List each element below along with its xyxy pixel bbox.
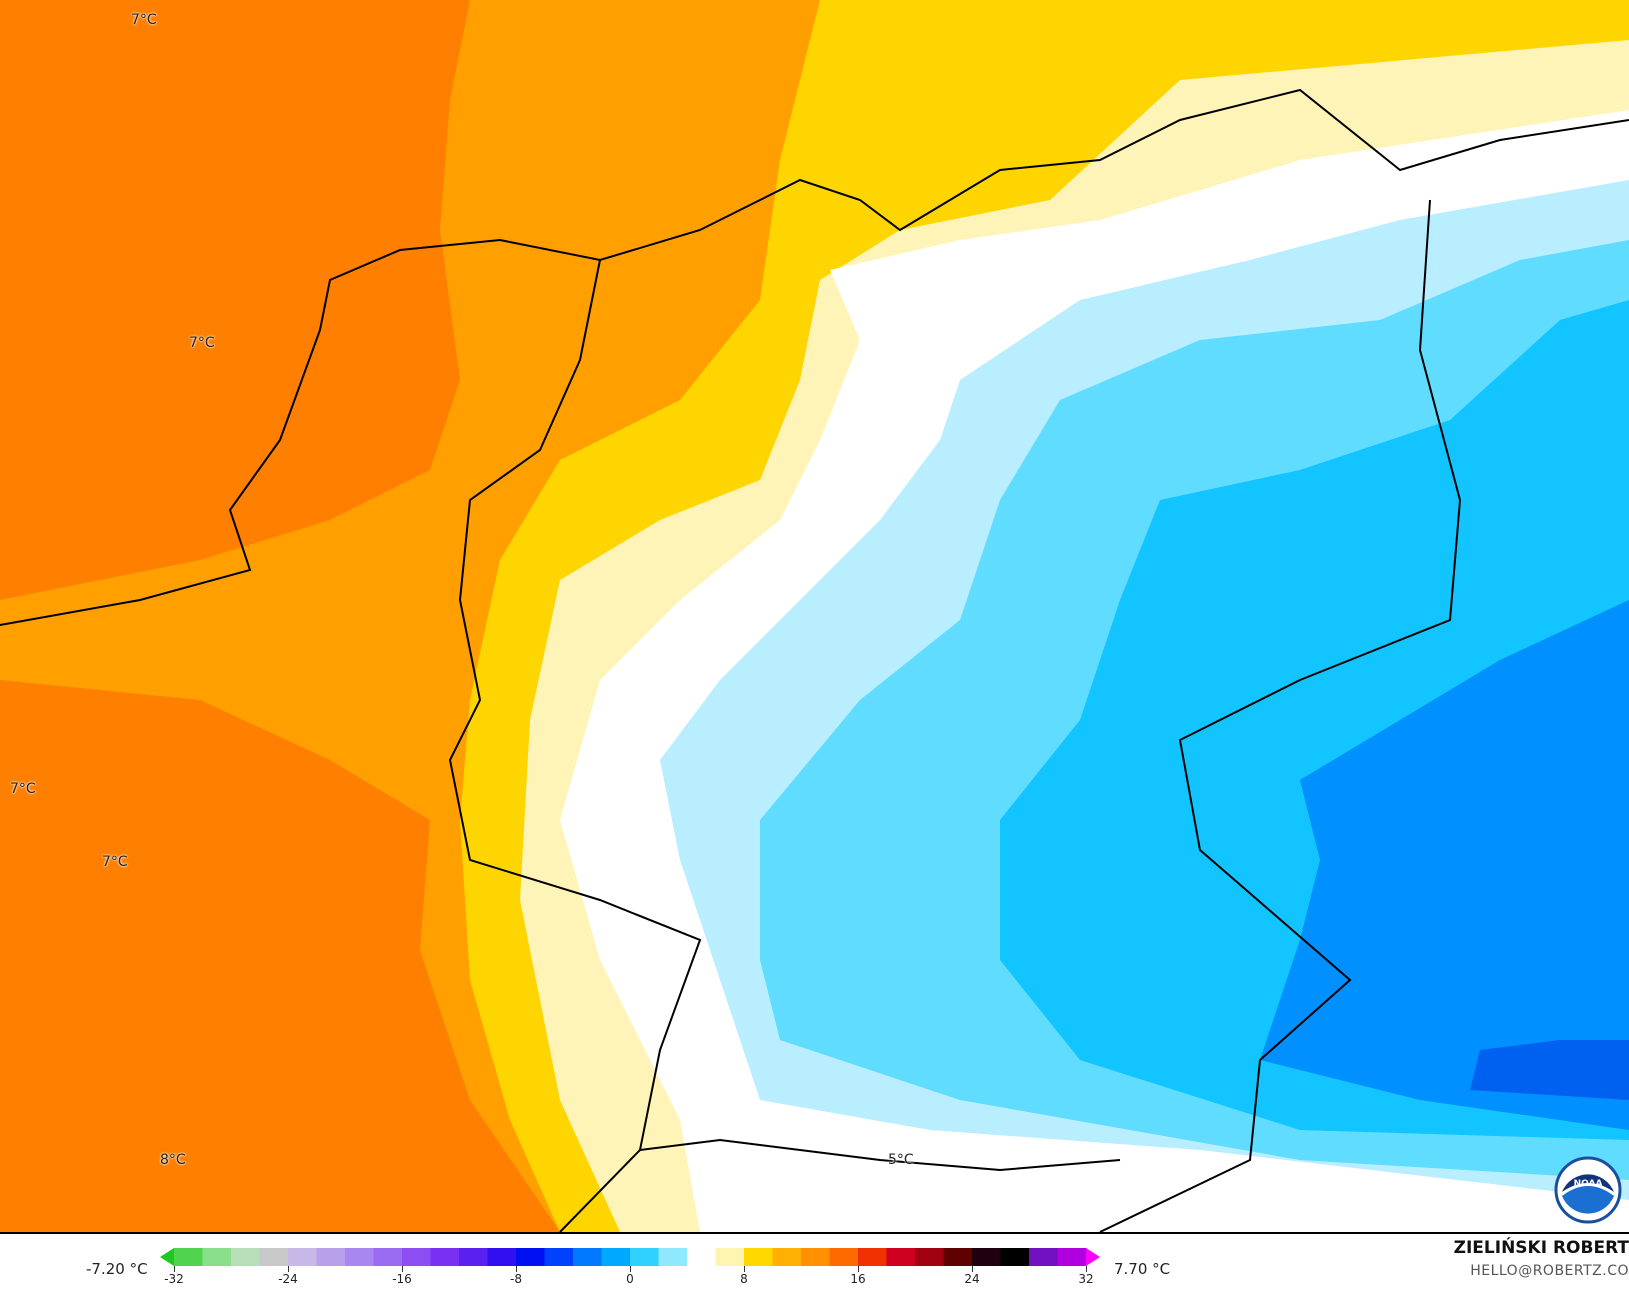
colorbar-tick-label: -16 bbox=[392, 1272, 412, 1286]
colorbar-bin bbox=[972, 1248, 1001, 1266]
colorbar-tick-label: -8 bbox=[510, 1272, 522, 1286]
noaa-logo: NOAA bbox=[1554, 1156, 1622, 1224]
colorbar-tick-label: -32 bbox=[164, 1272, 184, 1286]
colorbar-tick-label: 16 bbox=[850, 1272, 866, 1286]
colorbar-bin bbox=[772, 1248, 802, 1266]
zone-deep-blue bbox=[1260, 600, 1629, 1130]
colorbar-bin bbox=[801, 1248, 830, 1266]
colorbar-bin bbox=[459, 1248, 488, 1266]
colorbar-tick-label: -24 bbox=[278, 1272, 298, 1286]
colorbar-bin bbox=[829, 1248, 859, 1266]
colorbar-bin bbox=[744, 1248, 773, 1266]
zone-deep-blue-2 bbox=[1470, 1040, 1629, 1100]
legend-min-value: -7.20 °C bbox=[86, 1260, 148, 1278]
colorbar-bin bbox=[915, 1248, 944, 1266]
colorbar-bin bbox=[886, 1248, 916, 1266]
svg-text:NOAA: NOAA bbox=[1574, 1179, 1603, 1189]
colorbar-tick-mark bbox=[630, 1266, 631, 1272]
coastline bbox=[0, 88, 1629, 626]
author-email: HELLO@ROBERTZ.CO bbox=[1470, 1263, 1629, 1279]
colorbar-bin bbox=[231, 1248, 260, 1266]
temp-label: 7°C bbox=[131, 12, 157, 28]
colorbar-bin bbox=[687, 1248, 716, 1266]
colorbar-bin bbox=[943, 1248, 973, 1266]
colorbar-tick-label: 24 bbox=[964, 1272, 980, 1286]
colorbar-tick-mark bbox=[744, 1266, 745, 1272]
colorbar-tick-mark bbox=[288, 1266, 289, 1272]
colorbar-extend-low bbox=[160, 1248, 174, 1266]
border-line bbox=[448, 259, 702, 1232]
colorbar-tick-label: 0 bbox=[626, 1272, 634, 1286]
border-line-south bbox=[639, 1138, 1121, 1172]
colorbar-bin bbox=[316, 1248, 346, 1266]
colorbar-tick-mark bbox=[1086, 1266, 1087, 1272]
colorbar-bin bbox=[601, 1248, 631, 1266]
temp-label: 7°C bbox=[189, 335, 215, 351]
temp-label: 8°C bbox=[160, 1152, 186, 1168]
colorbar-bin bbox=[345, 1248, 374, 1266]
colorbar-bin bbox=[259, 1248, 289, 1266]
colorbar-bin bbox=[658, 1248, 688, 1266]
colorbar-bin bbox=[402, 1248, 431, 1266]
colorbar-tick-mark bbox=[516, 1266, 517, 1272]
temperature-map bbox=[0, 0, 1629, 1232]
colorbar-extend-high bbox=[1086, 1248, 1100, 1266]
colorbar-tick-mark bbox=[858, 1266, 859, 1272]
colorbar-tick-mark bbox=[972, 1266, 973, 1272]
colorbar-bin bbox=[573, 1248, 602, 1266]
border-line-east bbox=[1099, 199, 1462, 1232]
legend-max-value: 7.70 °C bbox=[1114, 1260, 1171, 1278]
colorbar-bin bbox=[544, 1248, 574, 1266]
colorbar-bin bbox=[373, 1248, 403, 1266]
temp-label: 5°C bbox=[888, 1152, 914, 1168]
colorbar-bin bbox=[858, 1248, 887, 1266]
colorbar-bin bbox=[1057, 1248, 1087, 1266]
colorbar-bin bbox=[630, 1248, 659, 1266]
colorbar-tick-mark bbox=[174, 1266, 175, 1272]
temp-label: 7°C bbox=[102, 854, 128, 870]
colorbar-bin bbox=[1029, 1248, 1058, 1266]
colorbar-tick-label: 8 bbox=[740, 1272, 748, 1286]
colorbar-bin bbox=[487, 1248, 517, 1266]
colorbar-bin bbox=[202, 1248, 232, 1266]
colorbar-tick-label: 32 bbox=[1078, 1272, 1094, 1286]
colorbar-bin bbox=[430, 1248, 460, 1266]
colorbar-bin bbox=[715, 1248, 745, 1266]
colorbar-bin bbox=[174, 1248, 203, 1266]
colorbar-bin bbox=[288, 1248, 317, 1266]
colorbar-bin bbox=[516, 1248, 545, 1266]
colorbar bbox=[160, 1248, 1100, 1266]
author-name: ZIELIŃSKI ROBERT bbox=[1453, 1238, 1629, 1258]
colorbar-bin bbox=[1000, 1248, 1030, 1266]
colorbar-tick-mark bbox=[402, 1266, 403, 1272]
temp-label: 7°C bbox=[10, 781, 36, 797]
